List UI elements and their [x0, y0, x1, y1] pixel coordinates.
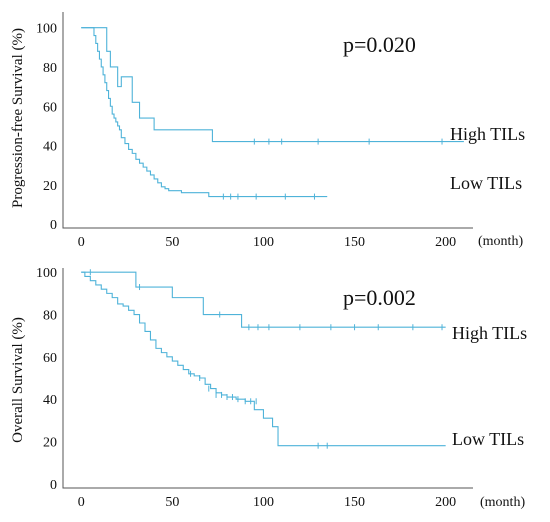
pfs-y-tick-label: 0 — [50, 218, 57, 233]
os-p-value: p=0.002 — [343, 285, 416, 310]
os-high-tils-curve — [81, 271, 446, 328]
pfs-y-axis-label: Progression-free Survival (%) — [10, 28, 26, 208]
os-y-tick-label: 100 — [36, 266, 57, 281]
os-axes — [62, 268, 473, 489]
pfs-y-tick-label: 40 — [43, 140, 57, 155]
os-y-tick-label: 80 — [43, 309, 57, 324]
os-y-axis-label: Overall Survival (%) — [10, 317, 26, 443]
pfs-p-value: p=0.020 — [343, 32, 416, 57]
pfs-x-tick-label: 200 — [435, 235, 456, 250]
pfs-x-tick-label: 0 — [78, 235, 85, 250]
pfs-y-tick-label: 20 — [43, 179, 57, 194]
pfs-y-tick-label: 100 — [36, 22, 57, 37]
os-y-tick-label: 60 — [43, 351, 57, 366]
os-x-tick-label: 100 — [253, 495, 274, 510]
os-x-tick-label: 200 — [435, 495, 456, 510]
pfs-x-axis-unit: (month) — [478, 234, 523, 249]
pfs-low-tils-label: Low TILs — [450, 173, 522, 193]
os-y-tick-label: 40 — [43, 393, 57, 408]
os-x-tick-label: 50 — [165, 495, 179, 510]
pfs-low-tils-curve — [81, 27, 328, 198]
pfs-x-tick-label: 100 — [253, 235, 274, 250]
pfs-panel: Progression-free Survival (%) p=0.020 Hi… — [10, 12, 525, 250]
os-high-tils-label: High TILs — [452, 323, 527, 343]
pfs-y-tick-label: 60 — [43, 100, 57, 115]
pfs-axes — [62, 12, 473, 229]
os-panel: Overall Survival (%) p=0.002 High TILs L… — [10, 266, 527, 510]
os-x-tick-label: 150 — [344, 495, 365, 510]
pfs-x-tick-label: 50 — [165, 235, 179, 250]
pfs-high-tils-curve — [81, 27, 464, 143]
os-y-tick-label: 20 — [43, 435, 57, 450]
os-low-tils-label: Low TILs — [452, 429, 524, 449]
os-low-tils-curve — [81, 271, 446, 447]
os-x-axis-unit: (month) — [480, 495, 525, 510]
os-x-tick-label: 0 — [78, 495, 85, 510]
pfs-high-tils-label: High TILs — [450, 124, 525, 144]
os-y-tick-label: 0 — [50, 478, 57, 493]
pfs-x-tick-label: 150 — [344, 235, 365, 250]
pfs-y-tick-label: 80 — [43, 61, 57, 76]
